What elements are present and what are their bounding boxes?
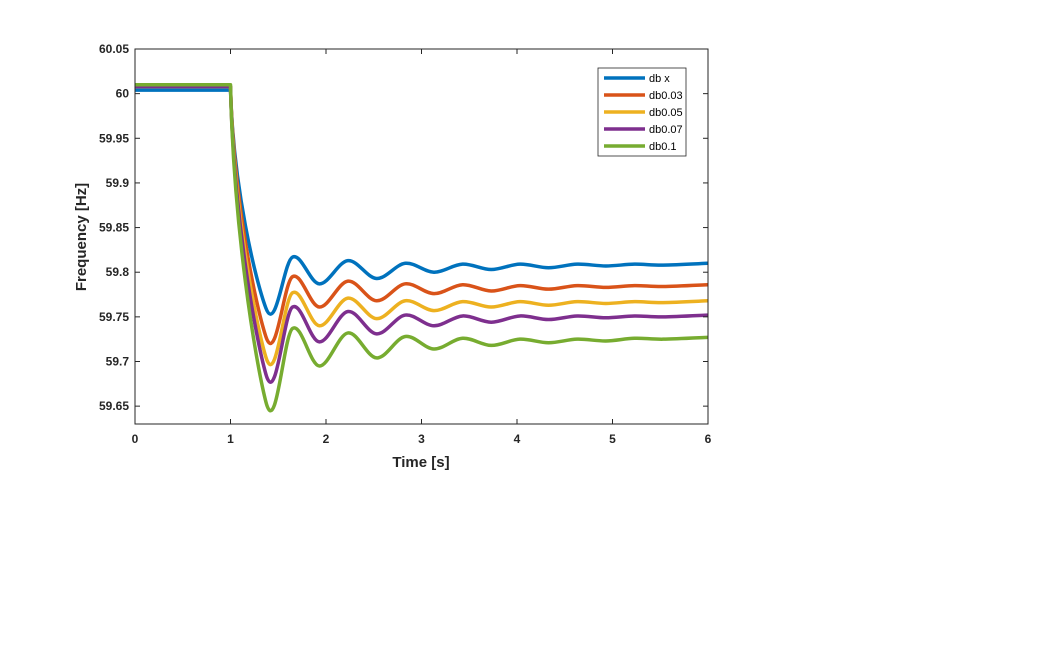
y-tick-label: 60.05 bbox=[99, 42, 129, 56]
y-tick-label: 59.65 bbox=[99, 399, 129, 413]
legend-label: db x bbox=[649, 73, 670, 85]
legend-label: db0.07 bbox=[649, 124, 683, 136]
y-tick-label: 60 bbox=[116, 87, 130, 101]
x-tick-label: 1 bbox=[227, 432, 234, 446]
series-line-db0-07 bbox=[135, 84, 708, 384]
legend: db x db0.03 db0.05 db0.07 db0.1 bbox=[597, 67, 687, 157]
y-tick-label: 59.95 bbox=[99, 131, 129, 145]
x-tick-label: 0 bbox=[132, 432, 139, 446]
x-axis-label: Time [s] bbox=[392, 454, 449, 471]
y-tick-label: 59.7 bbox=[106, 355, 130, 369]
x-tick-label: 6 bbox=[705, 432, 712, 446]
legend-label: db0.1 bbox=[649, 141, 677, 153]
y-tick-label: 59.85 bbox=[99, 221, 129, 235]
x-tick-label: 5 bbox=[609, 432, 616, 446]
y-axis-label: Frequency [Hz] bbox=[73, 183, 90, 291]
y-axis-ticks: 59.65 59.7 59.75 59.8 59.85 59.9 59.95 60 60.05 bbox=[99, 42, 708, 413]
legend-label: db0.05 bbox=[649, 107, 683, 119]
x-tick-label: 3 bbox=[418, 432, 425, 446]
y-tick-label: 59.75 bbox=[99, 310, 129, 324]
y-tick-label: 59.9 bbox=[106, 176, 130, 190]
series-line-db0-03 bbox=[135, 84, 708, 346]
legend-items: db x db0.03 db0.05 db0.07 db0.1 bbox=[604, 73, 683, 153]
x-tick-label: 2 bbox=[323, 432, 330, 446]
series-line-db0-1 bbox=[135, 82, 708, 413]
x-tick-label: 4 bbox=[514, 432, 521, 446]
legend-label: db0.03 bbox=[649, 90, 683, 102]
series-line-db-x bbox=[135, 88, 708, 316]
x-axis-ticks: 0 1 2 3 4 5 6 bbox=[132, 49, 712, 446]
y-tick-label: 59.8 bbox=[106, 265, 130, 279]
series-layer bbox=[135, 82, 708, 413]
series-line-db0-05 bbox=[135, 84, 708, 367]
